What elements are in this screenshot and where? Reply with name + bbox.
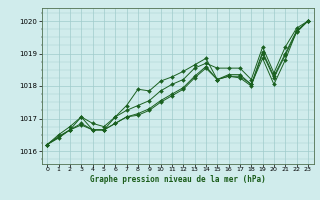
X-axis label: Graphe pression niveau de la mer (hPa): Graphe pression niveau de la mer (hPa) xyxy=(90,175,266,184)
